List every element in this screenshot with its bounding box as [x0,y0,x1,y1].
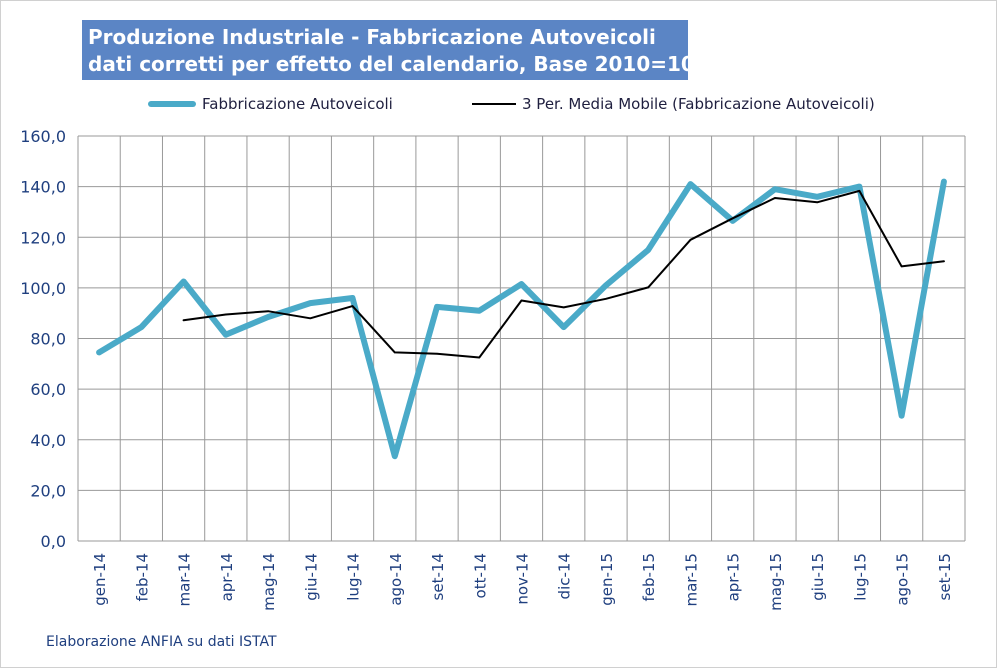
y-tick-label: 0,0 [41,532,66,551]
legend-label-ma: 3 Per. Media Mobile (Fabbricazione Autov… [522,95,875,113]
data-point-main [435,305,439,309]
data-point-moving-average [478,356,481,359]
data-point-main [731,219,735,223]
data-point-moving-average [858,190,861,192]
chart-title-line2: dati corretti per effetto del calendario… [88,52,709,76]
series-line-main [96,178,947,460]
x-tick-label: gen-15 [598,553,616,606]
legend-label-main: Fabbricazione Autoveicoli [202,95,393,113]
x-tick-label: giu-14 [302,553,320,601]
data-point-main [520,282,523,286]
y-tick-label: 120,0 [20,228,66,247]
data-point-moving-average [943,260,945,263]
data-point-moving-average [520,299,523,302]
x-tick-label: set-15 [936,553,954,600]
y-tick-label: 20,0 [30,481,66,500]
series-line-moving-average [182,189,945,359]
data-point-moving-average [562,306,565,309]
x-tick-label: lug-15 [851,553,869,601]
data-point-main [393,454,397,458]
data-point-main [266,315,270,319]
y-tick-label: 40,0 [30,431,66,450]
data-point-moving-average [351,305,354,307]
x-tick-label: apr-14 [218,553,236,601]
legend-swatch-ma [472,103,516,105]
y-tick-label: 80,0 [30,330,66,349]
data-point-main [477,309,481,313]
y-tick-label: 60,0 [30,380,66,399]
data-point-moving-average [605,297,607,300]
data-point-main [815,195,819,199]
data-point-moving-average [900,265,903,268]
data-point-main [308,301,312,305]
data-point-moving-average [309,317,312,320]
legend-swatch-main [148,101,196,107]
data-point-moving-average [225,313,227,316]
y-tick-label: 100,0 [20,279,66,298]
x-tick-label: set-14 [429,553,447,600]
data-point-main [942,180,946,184]
data-point-main [97,350,101,354]
legend-item-main: Fabbricazione Autoveicoli [148,95,393,113]
x-tick-label: mar-15 [682,553,700,607]
data-point-main [604,283,608,287]
y-tick-label: 140,0 [20,178,66,197]
legend: Fabbricazione Autoveicoli 3 Per. Media M… [0,95,997,121]
chart-title-line1: Produzione Industriale - Fabbricazione A… [88,25,656,49]
data-point-moving-average [182,319,185,322]
data-point-main [646,248,650,252]
x-tick-label: gen-14 [91,553,109,606]
chart-title: Produzione Industriale - Fabbricazione A… [82,20,709,80]
data-point-main [773,187,777,191]
x-tick-label: mag-14 [260,553,278,611]
x-tick-label: ott-14 [471,553,489,598]
data-point-moving-average [393,351,396,354]
data-point-moving-average [267,310,269,312]
x-tick-label: giu-15 [809,553,827,601]
data-point-moving-average [816,201,818,204]
data-point-main [139,325,143,329]
x-tick-label: mag-15 [767,553,785,611]
x-tick-label: ago-14 [387,553,405,606]
data-point-moving-average [774,197,776,199]
x-tick-label: feb-15 [640,553,658,602]
data-point-main [688,182,692,186]
x-tick-label: feb-14 [133,553,151,602]
data-point-main [351,296,355,300]
legend-item-ma: 3 Per. Media Mobile (Fabbricazione Autov… [472,95,875,113]
data-point-moving-average [647,286,650,289]
x-tick-label: nov-14 [514,553,532,605]
data-point-main [857,185,861,189]
x-tick-label: mar-14 [176,553,194,607]
y-tick-label: 160,0 [20,127,66,146]
data-point-main [562,325,566,329]
x-tick-label: ago-15 [894,553,912,606]
data-point-moving-average [689,238,692,241]
data-point-main [900,414,904,418]
x-tick-label: apr-15 [725,553,743,601]
data-point-main [224,333,228,337]
data-point-main [182,280,186,284]
footer-source: Elaborazione ANFIA su dati ISTAT [46,634,277,650]
data-point-moving-average [731,217,734,220]
data-point-moving-average [436,352,438,355]
x-tick-label: lug-14 [345,553,363,601]
x-tick-label: dic-14 [556,553,574,599]
